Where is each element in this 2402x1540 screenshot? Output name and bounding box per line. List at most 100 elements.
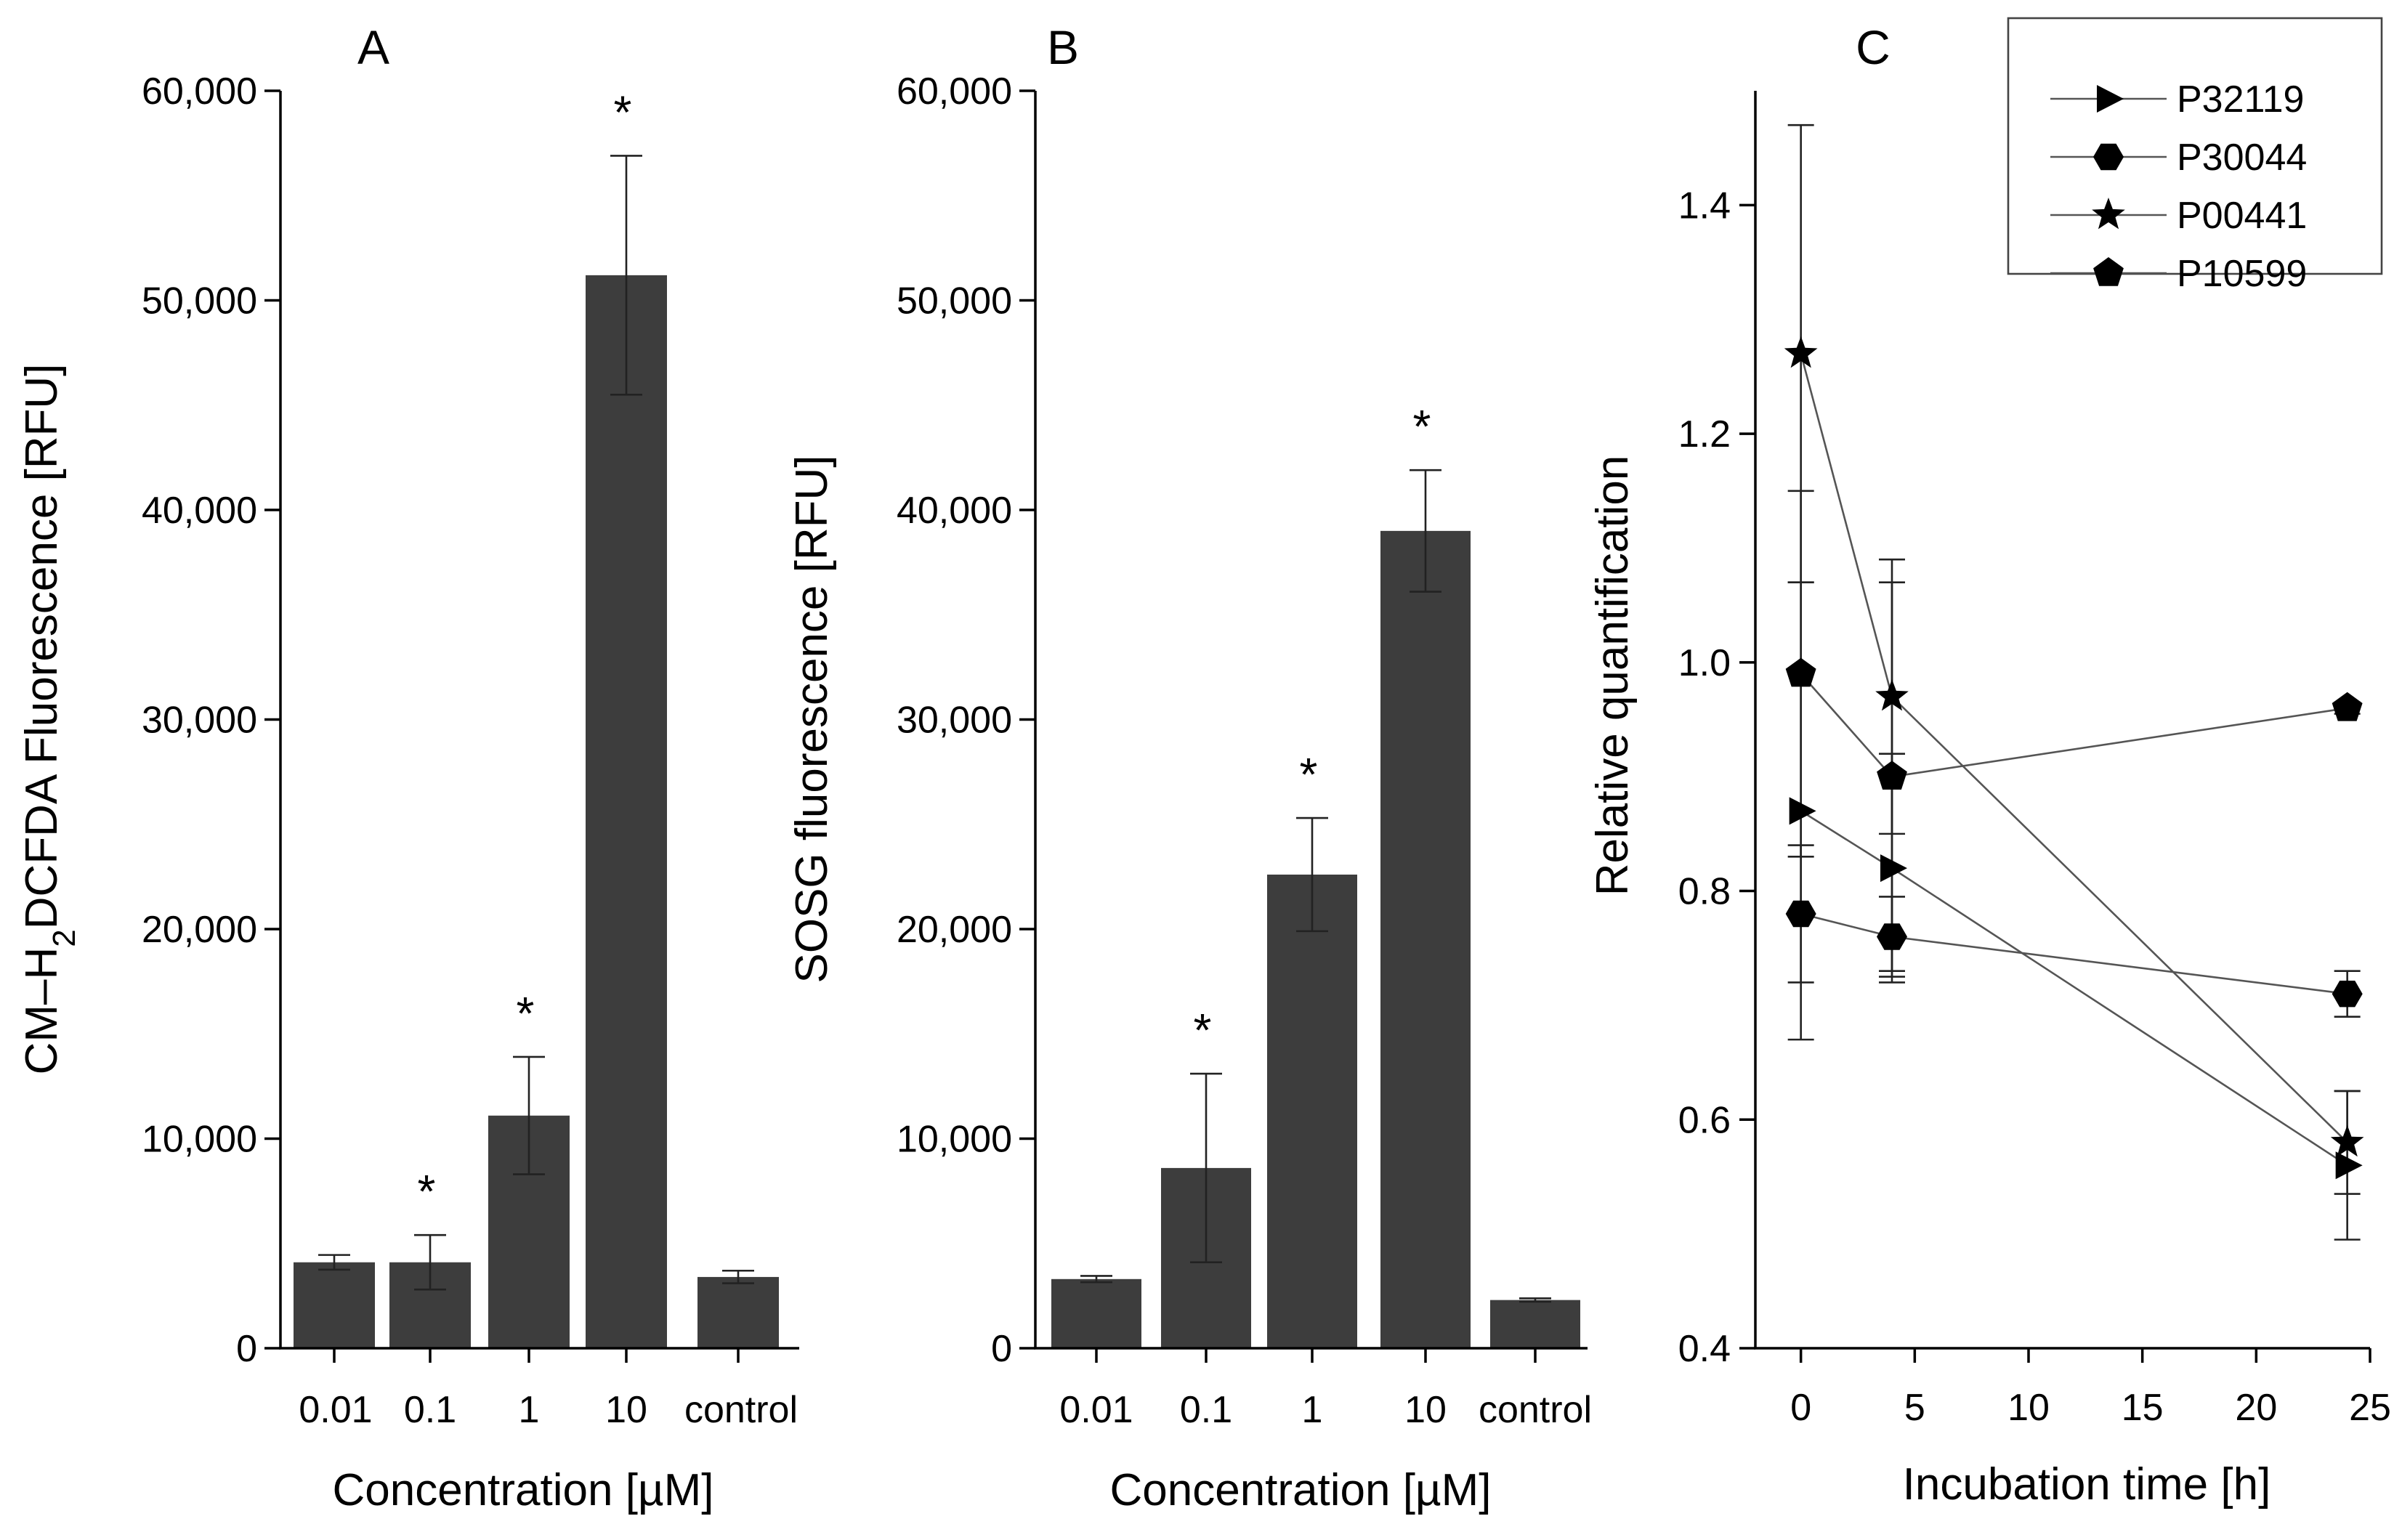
y-tick-label: 0.4 xyxy=(1678,1328,1731,1370)
data-point-P10599 xyxy=(1877,761,1907,790)
data-point-P32119 xyxy=(2335,1151,2363,1180)
significance-star: * xyxy=(614,86,632,138)
data-point-P10599 xyxy=(2332,692,2363,721)
panel-a-bars: * * * xyxy=(294,86,779,1348)
legend-entries: P32119 P30044 P00441 P10599 xyxy=(2050,78,2307,295)
bar xyxy=(697,1276,779,1348)
y-tick-label: 50,000 xyxy=(142,280,257,323)
x-tick-label: control xyxy=(684,1389,798,1431)
y-tick-label: 0 xyxy=(236,1328,257,1370)
panel-a-y-axis-title-prefix: CM–H xyxy=(17,947,67,1075)
panel-c-y-axis-title: Relative quantification xyxy=(1588,455,1638,896)
x-tick-label: 10 xyxy=(605,1389,647,1431)
legend-marker-P10599 xyxy=(2093,257,2124,286)
panel-b-x-ticks: 0.01 0.1 1 10 control xyxy=(1059,1348,1592,1431)
x-tick-label: 20 xyxy=(2235,1387,2277,1429)
significance-star: * xyxy=(1413,400,1431,453)
bar xyxy=(1051,1278,1141,1348)
significance-star: * xyxy=(418,1165,436,1217)
panel-c-y-ticks: 0.4 0.6 0.8 1.0 1.2 1.4 xyxy=(1678,185,1755,1370)
panel-c-x-ticks: 0 5 10 15 20 25 xyxy=(1790,1348,2391,1429)
data-point-P00441 xyxy=(2330,1124,2364,1157)
data-point-P30044 xyxy=(1877,923,1907,950)
panel-c-legend: P32119 P30044 P00441 P10599 xyxy=(2007,17,2383,295)
y-tick-label: 1.0 xyxy=(1678,642,1731,684)
y-tick-label: 20,000 xyxy=(142,909,257,951)
panel-a-y-axis-title-sub: 2 xyxy=(46,929,82,947)
x-tick-label: 1 xyxy=(519,1389,540,1431)
y-tick-label: 20,000 xyxy=(897,909,1012,951)
y-tick-label: 0.6 xyxy=(1678,1099,1731,1141)
panel-a: A * * * 0 10,000 20,000 30,000 40,000 50,000 60,… xyxy=(17,20,799,1515)
significance-star: * xyxy=(1194,1004,1212,1056)
panel-b-y-axis-title: SOSG fluorescence [RFU] xyxy=(787,455,837,983)
legend-label: P10599 xyxy=(2177,253,2307,295)
panel-c: C 0.4 0.6 0.8 1.0 1.2 1.4 0 5 10 15 20 25 Relative… xyxy=(1588,17,2391,1509)
panel-a-x-ticks: 0.01 0.1 1 10 control xyxy=(299,1348,798,1431)
panel-b-bars: * * * xyxy=(1051,400,1580,1348)
data-point-P30044 xyxy=(1785,900,1816,928)
series-line-P00441 xyxy=(1800,353,2348,1143)
x-tick-label: 10 xyxy=(1404,1389,1447,1431)
x-tick-label: 0.01 xyxy=(1059,1389,1133,1431)
series-line-P10599 xyxy=(1800,673,2348,778)
x-tick-label: 1 xyxy=(1302,1389,1323,1431)
data-point-P32119 xyxy=(1880,854,1907,883)
x-tick-label: 25 xyxy=(2349,1387,2391,1429)
data-point-P10599 xyxy=(1785,657,1816,687)
panel-a-y-axis-title: CM–H2DCFDA Fluorescence [RFU] xyxy=(17,364,82,1075)
panel-b-x-axis-title: Concentration [µM] xyxy=(1109,1465,1491,1515)
panel-a-letter: A xyxy=(357,20,389,74)
data-point-P30044 xyxy=(2332,981,2363,1008)
y-tick-label: 60,000 xyxy=(142,70,257,113)
panel-a-y-axis-title-suffix: DCFDA Fluorescence [RFU] xyxy=(17,364,67,930)
x-tick-label: 0 xyxy=(1790,1387,1811,1429)
data-point-P32119 xyxy=(1789,797,1816,825)
y-tick-label: 50,000 xyxy=(897,280,1012,323)
y-tick-label: 30,000 xyxy=(142,700,257,742)
bar xyxy=(586,275,667,1348)
x-tick-label: 5 xyxy=(1904,1387,1925,1429)
y-tick-label: 40,000 xyxy=(897,490,1012,532)
legend-marker-P00441 xyxy=(2092,198,2125,230)
data-point-P00441 xyxy=(1784,336,1818,368)
x-tick-label: 10 xyxy=(2007,1387,2050,1429)
y-tick-label: 0.8 xyxy=(1678,871,1731,913)
panel-c-x-axis-title: Incubation time [h] xyxy=(1903,1459,2271,1509)
panel-a-y-ticks: 0 10,000 20,000 30,000 40,000 50,000 60,000 xyxy=(142,70,280,1370)
panel-c-points xyxy=(1784,336,2364,1180)
significance-star: * xyxy=(517,987,535,1040)
bar xyxy=(294,1262,375,1348)
panel-a-x-axis-title: Concentration [µM] xyxy=(332,1465,713,1515)
bar xyxy=(1380,530,1471,1348)
panel-b-y-ticks: 0 10,000 20,000 30,000 40,000 50,000 60,000 xyxy=(897,70,1035,1370)
legend-frame xyxy=(2007,17,2383,275)
significance-star: * xyxy=(1300,748,1318,801)
legend-marker-P30044 xyxy=(2093,143,2124,171)
y-tick-label: 0 xyxy=(991,1328,1012,1370)
panel-c-letter: C xyxy=(1856,20,1891,74)
panel-b: B * * * 0 10,000 20,000 30,000 40,000 50,000 60,… xyxy=(787,20,1592,1515)
y-tick-label: 1.2 xyxy=(1678,413,1731,455)
x-tick-label: control xyxy=(1479,1389,1592,1431)
y-tick-label: 60,000 xyxy=(897,70,1012,113)
panel-c-series-lines xyxy=(1800,353,2348,1167)
y-tick-label: 10,000 xyxy=(897,1119,1012,1161)
legend-label: P00441 xyxy=(2177,195,2307,237)
x-tick-label: 0.1 xyxy=(404,1389,456,1431)
legend-label: P30044 xyxy=(2177,137,2307,179)
x-tick-label: 0.01 xyxy=(299,1389,372,1431)
y-tick-label: 40,000 xyxy=(142,490,257,532)
y-tick-label: 1.4 xyxy=(1678,185,1731,227)
legend-marker-P32119 xyxy=(2097,85,2124,113)
y-tick-label: 30,000 xyxy=(897,700,1012,742)
y-tick-label: 10,000 xyxy=(142,1119,257,1161)
data-point-P00441 xyxy=(1875,679,1909,711)
x-tick-label: 0.1 xyxy=(1180,1389,1232,1431)
bar xyxy=(1267,874,1357,1348)
bar xyxy=(1490,1300,1580,1348)
x-tick-label: 15 xyxy=(2122,1387,2164,1429)
legend-label: P32119 xyxy=(2177,78,2304,121)
panel-b-letter: B xyxy=(1047,20,1079,74)
